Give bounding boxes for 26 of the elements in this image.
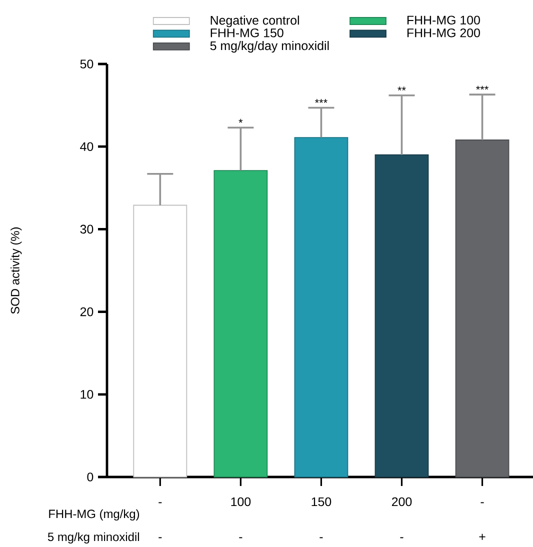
y-tick-label: 10 (80, 390, 94, 399)
text: 5 mg/kg minoxidil (48, 532, 139, 544)
x-tick-label: 200 (392, 497, 412, 506)
y-tick-label: 20 (80, 307, 94, 316)
legend-label: Negative control (210, 16, 299, 28)
annotation: *** (476, 86, 488, 90)
annotation: *** (314, 99, 328, 103)
legend-label: FHH-MG 200 (407, 28, 480, 38)
text: - (239, 537, 242, 538)
text: - (158, 537, 162, 538)
text: - (400, 537, 404, 538)
text: - (320, 537, 323, 538)
annotation: ** (398, 86, 406, 90)
legend-label: FHH-MG 100 (407, 16, 480, 25)
y-tick-label: 0 (87, 472, 94, 482)
x-tick-label: 100 (231, 497, 251, 506)
y-tick-label: 50 (80, 60, 94, 68)
annotation: * (238, 118, 243, 123)
legend-label: 5 mg/kg/day minoxidil (210, 40, 329, 53)
text: + (479, 534, 486, 540)
x-tick-label: 150 (312, 497, 332, 506)
x-axis-title: FHH-MG (mg/kg) (49, 509, 140, 520)
y-tick-label: 40 (80, 142, 94, 152)
legend-label: FHH-MG 150 (210, 28, 284, 38)
y-axis-title: SOD activity (%) (10, 227, 22, 314)
y-tick-label: 30 (80, 224, 94, 234)
